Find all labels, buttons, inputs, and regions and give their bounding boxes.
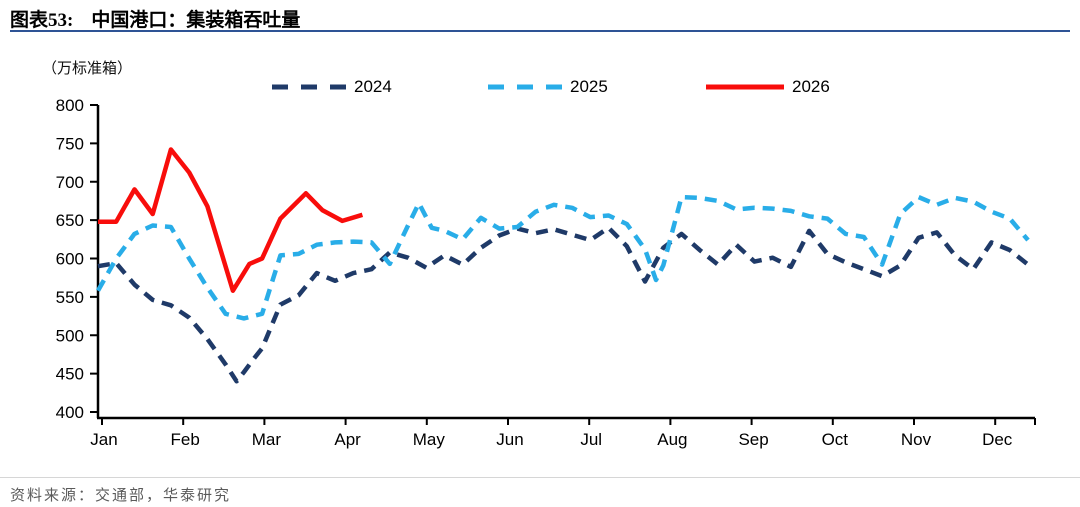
legend-label-2026: 2026: [792, 77, 830, 96]
legend-item-2025: 2025: [486, 76, 608, 98]
x-tick-label: Aug: [657, 430, 687, 449]
x-tick-label: Apr: [334, 430, 361, 449]
legend-line-sample-2025: [488, 84, 562, 90]
legend-line-sample-2026: [706, 84, 784, 90]
title-underline: [10, 30, 1070, 32]
series-line-2025: [96, 194, 1030, 321]
y-tick-label: 500: [56, 326, 84, 345]
x-tick-label: Mar: [252, 430, 282, 449]
y-tick-label: 600: [56, 250, 84, 269]
y-tick-label: 400: [56, 403, 84, 422]
legend-line-sample-2024: [272, 84, 346, 90]
legend-label-2024: 2024: [354, 77, 392, 96]
x-tick-label: Jun: [496, 430, 523, 449]
chart-title: 中国港口：集装箱吞吐量: [91, 10, 301, 31]
source-note: 资料来源：交通部，华泰研究: [10, 488, 232, 504]
figure-label: 图表53:: [10, 10, 74, 31]
series-line-2024: [97, 225, 1030, 384]
chart-header: 图表53: 中国港口：集装箱吞吐量: [10, 5, 1070, 32]
y-tick-label: 800: [56, 96, 84, 115]
y-tick-label: 450: [56, 365, 84, 384]
x-tick-label: Oct: [822, 430, 849, 449]
x-tick-label: Jan: [90, 430, 117, 449]
x-tick-label: Dec: [982, 430, 1013, 449]
x-tick-label: May: [413, 430, 446, 449]
y-tick-label: 650: [56, 211, 84, 230]
legend: 2024 2025 2026: [0, 76, 1080, 98]
x-tick-label: Sep: [738, 430, 768, 449]
footer-divider: [0, 477, 1080, 478]
legend-label-2025: 2025: [570, 77, 608, 96]
y-tick-label: 550: [56, 288, 84, 307]
x-tick-label: Nov: [901, 430, 932, 449]
y-tick-label: 700: [56, 173, 84, 192]
x-tick-label: Jul: [580, 430, 602, 449]
legend-item-2026: 2026: [704, 76, 830, 98]
series-line-2026: [98, 147, 364, 293]
y-tick-label: 750: [56, 134, 84, 153]
x-tick-label: Feb: [171, 430, 200, 449]
y-axis-unit-label: （万标准箱）: [42, 61, 133, 77]
legend-item-2024: 2024: [270, 76, 392, 98]
